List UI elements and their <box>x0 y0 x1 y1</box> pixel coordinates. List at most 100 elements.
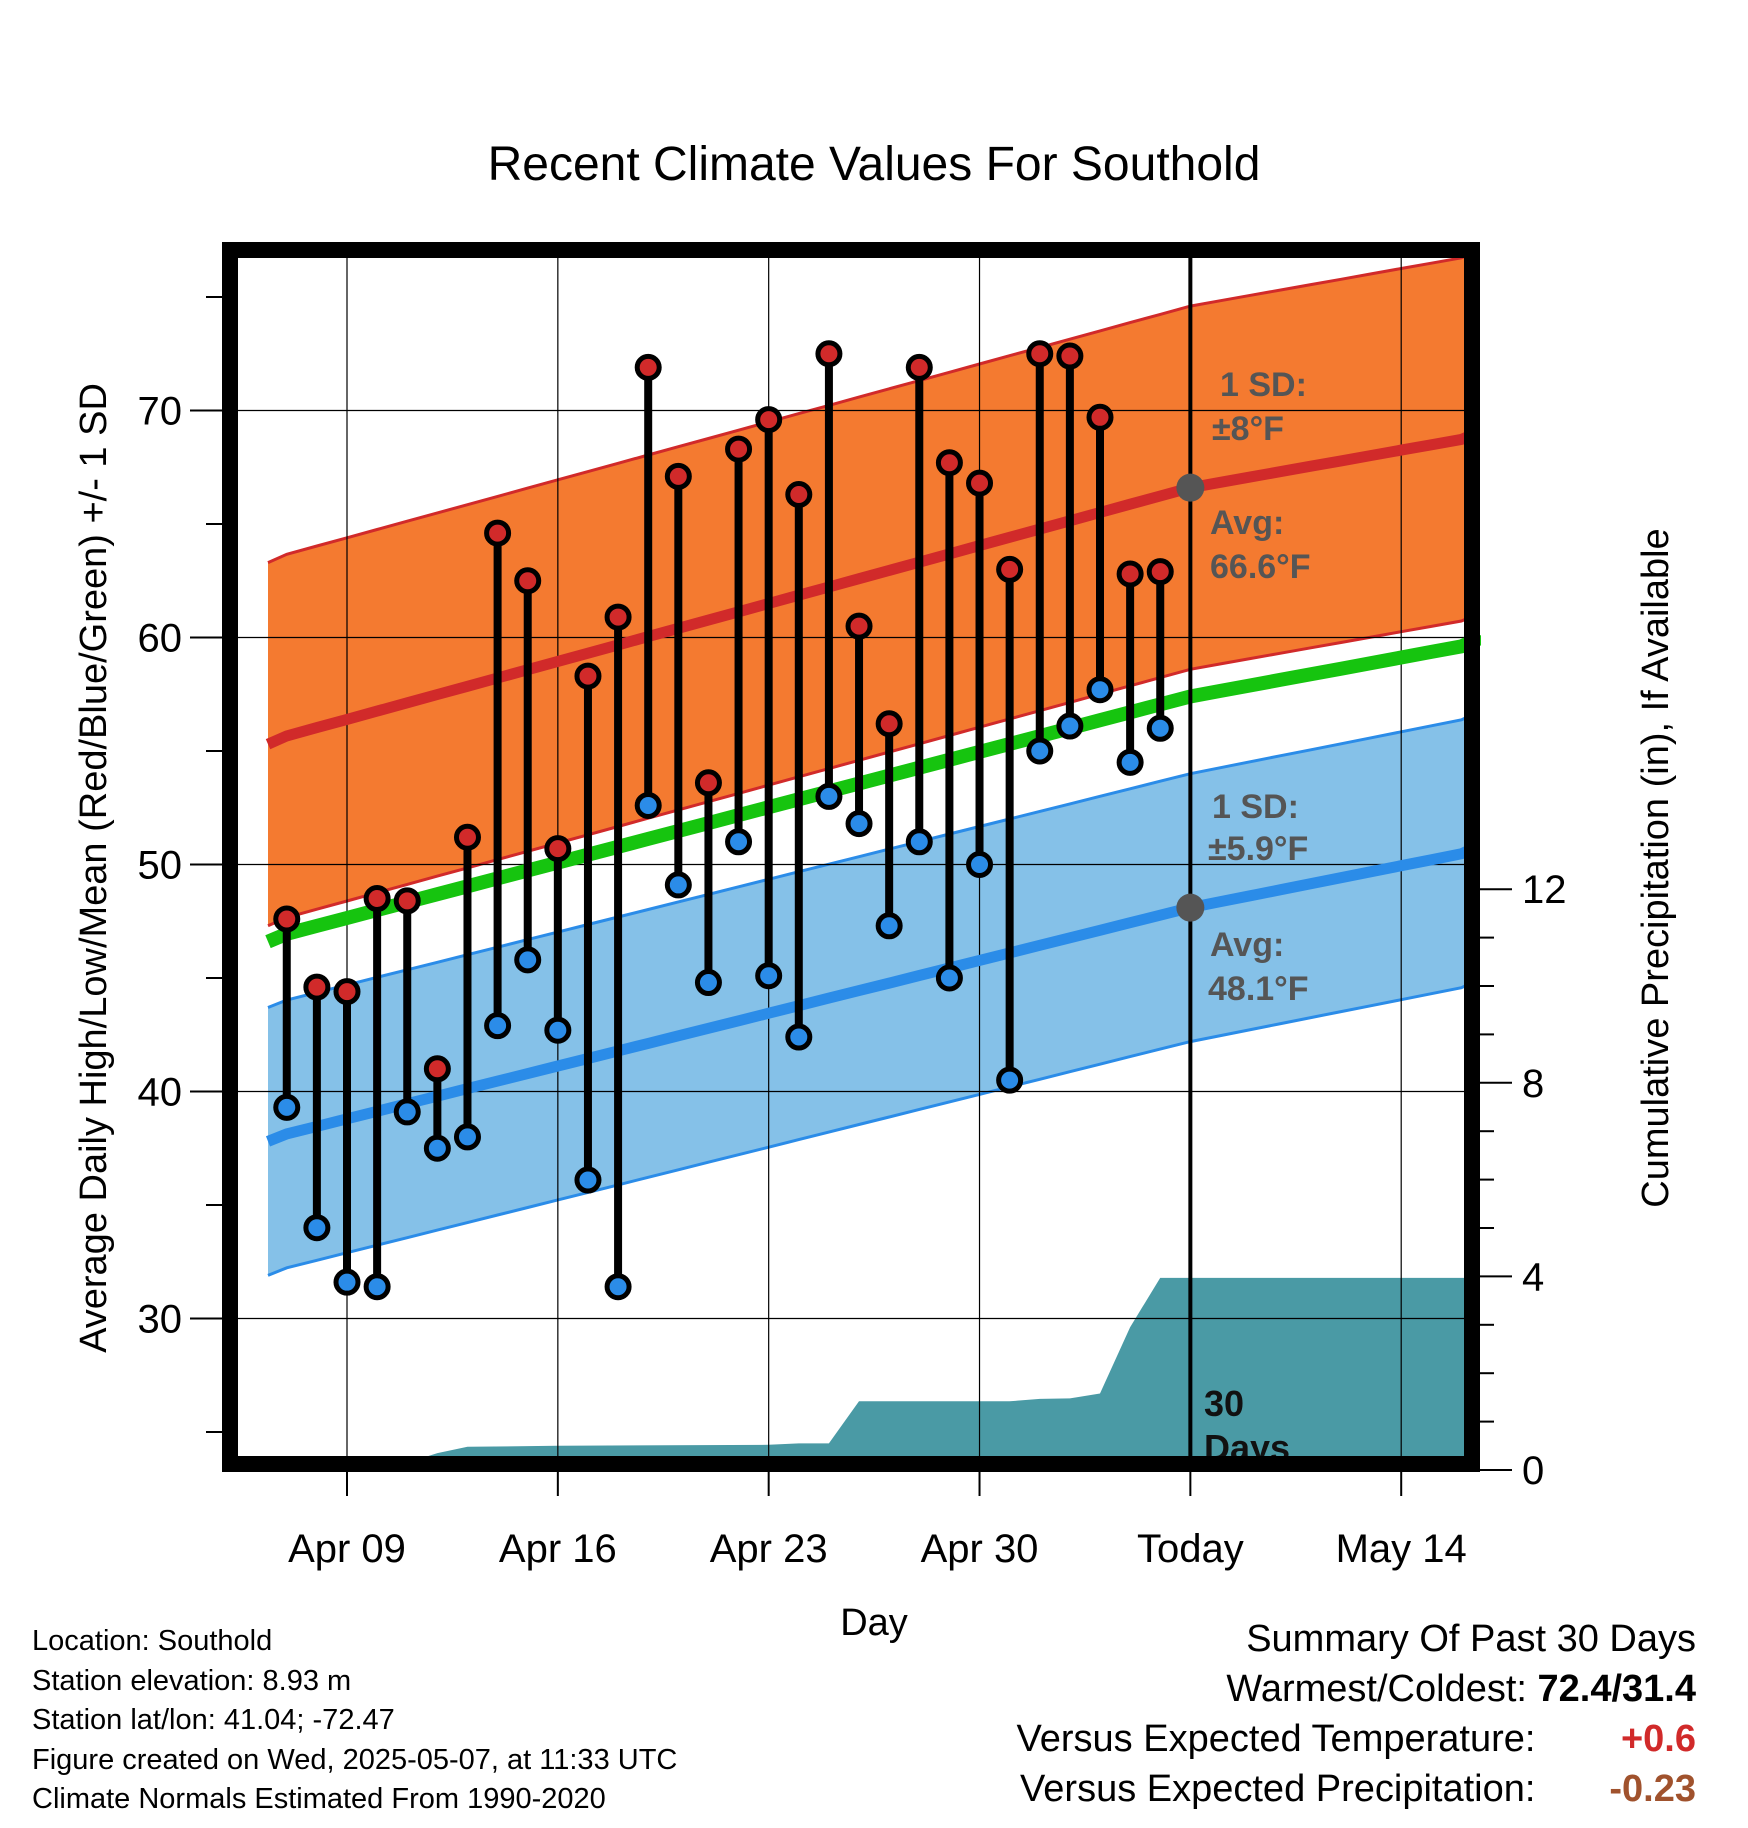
low-band-lower-edge <box>267 975 1476 1277</box>
high-point <box>966 469 994 497</box>
info-normals: Climate Normals Estimated From 1990-2020 <box>32 1783 606 1815</box>
low-point <box>514 946 542 974</box>
low-point <box>996 1066 1024 1094</box>
summary-panel: Summary Of Past 30 Days Warmest/Coldest:… <box>1017 1614 1696 1814</box>
low-point <box>423 1134 451 1162</box>
low-point <box>905 828 933 856</box>
summary-temp-value: +0.6 <box>1620 1718 1696 1760</box>
x-tick-label: Apr 16 <box>499 1527 617 1571</box>
info-elevation: Station elevation: 8.93 m <box>32 1664 352 1697</box>
high-point <box>423 1055 451 1083</box>
high-point <box>1146 558 1174 586</box>
chart-title: Recent Climate Values For Southold <box>488 138 1261 191</box>
high-point <box>634 353 662 381</box>
low-point <box>393 1098 421 1126</box>
high-sd-value: ±8°F <box>1212 410 1284 448</box>
summary-temp: Versus Expected Temperature: +0.6 <box>1017 1714 1696 1764</box>
low-sd-value: ±5.9°F <box>1208 830 1308 868</box>
high-sd-label: 1 SD: <box>1220 366 1307 404</box>
low-avg-label: Avg: <box>1210 926 1284 964</box>
y-axis-label: Average Daily High/Low/Mean (Red/Blue/Gr… <box>73 383 115 1353</box>
summary-temp-label: Versus Expected Temperature: <box>1016 1718 1536 1760</box>
today-high-avg-marker <box>1176 473 1205 502</box>
high-point <box>1026 340 1054 368</box>
high-point <box>1086 403 1114 431</box>
high-band-upper-edge <box>267 247 1476 564</box>
y-tick-label: 70 <box>138 390 183 434</box>
low-point <box>875 912 903 940</box>
low-sd-label: 1 SD: <box>1212 788 1299 826</box>
low-point <box>303 1214 331 1242</box>
low-point <box>785 1023 813 1051</box>
summary-warm-cold: Warmest/Coldest: 72.4/31.4 <box>1017 1664 1696 1714</box>
high-point <box>604 603 632 631</box>
high-point <box>815 340 843 368</box>
low-point <box>363 1273 391 1301</box>
high-point <box>935 449 963 477</box>
low-point <box>755 962 783 990</box>
high-point <box>574 662 602 690</box>
high-point <box>755 406 783 434</box>
station-info: Location: Southold Station elevation: 8.… <box>32 1622 677 1820</box>
today-days-number: 30 <box>1204 1383 1244 1424</box>
low-point <box>815 782 843 810</box>
today-low-avg-marker <box>1176 893 1205 922</box>
high-point <box>664 462 692 490</box>
y2-tick-label: 4 <box>1522 1255 1544 1299</box>
low-point <box>1116 748 1144 776</box>
low-point <box>1086 676 1114 704</box>
low-point <box>694 969 722 997</box>
low-point <box>484 1012 512 1040</box>
summary-title: Summary Of Past 30 Days <box>1246 1618 1696 1660</box>
high-point <box>694 769 722 797</box>
low-point <box>664 871 692 899</box>
info-latlon: Station lat/lon: 41.04; -72.47 <box>32 1704 395 1736</box>
high-point <box>544 835 572 863</box>
x-tick-label: Apr 23 <box>710 1527 828 1571</box>
high-point <box>845 612 873 640</box>
summary-precip-value: -0.23 <box>1609 1768 1696 1810</box>
low-point <box>845 810 873 838</box>
high-point <box>725 435 753 463</box>
summary-precip-label: Versus Expected Precipitation: <box>1020 1768 1536 1810</box>
precip-area <box>268 1277 1474 1470</box>
high-point <box>905 353 933 381</box>
high-point <box>785 480 813 508</box>
low-point <box>966 851 994 878</box>
low-point <box>634 791 662 819</box>
high-band <box>268 247 1474 926</box>
low-point <box>604 1273 632 1301</box>
high-point <box>453 823 481 851</box>
low-avg-value: 48.1°F <box>1208 970 1309 1008</box>
high-point <box>1056 342 1084 370</box>
info-location: Location: Southold <box>32 1625 273 1657</box>
y-tick-label: 50 <box>138 844 183 888</box>
summary-precip: Versus Expected Precipitation: -0.23 <box>1017 1764 1696 1814</box>
x-tick-label: May 14 <box>1336 1527 1467 1571</box>
x-tick-label: Apr 30 <box>921 1527 1039 1571</box>
summary-warm-cold-value: 72.4/31.4 <box>1537 1668 1696 1710</box>
high-point <box>514 567 542 595</box>
low-point <box>333 1268 361 1296</box>
y-tick-label: 60 <box>138 617 183 661</box>
high-avg-value: 66.6°F <box>1210 548 1311 586</box>
y-tick-label: 40 <box>138 1071 183 1115</box>
high-point <box>303 973 331 1001</box>
high-point <box>333 978 361 1006</box>
high-point <box>875 710 903 738</box>
y2-tick-label: 12 <box>1522 868 1567 912</box>
x-tick-label: Apr 09 <box>288 1527 406 1571</box>
low-point <box>574 1166 602 1194</box>
high-point <box>273 905 301 933</box>
plot-frame <box>222 242 1480 1472</box>
high-point <box>1116 560 1144 588</box>
summary-warm-cold-label: Warmest/Coldest: <box>1226 1668 1527 1710</box>
info-created: Figure created on Wed, 2025-05-07, at 11… <box>32 1743 678 1776</box>
y2-tick-label: 0 <box>1522 1449 1544 1493</box>
low-point <box>1146 714 1174 742</box>
x-axis-label: Day <box>840 1602 908 1644</box>
low-point <box>453 1123 481 1151</box>
high-point <box>393 887 421 915</box>
x-tick-label: Today <box>1137 1527 1244 1571</box>
